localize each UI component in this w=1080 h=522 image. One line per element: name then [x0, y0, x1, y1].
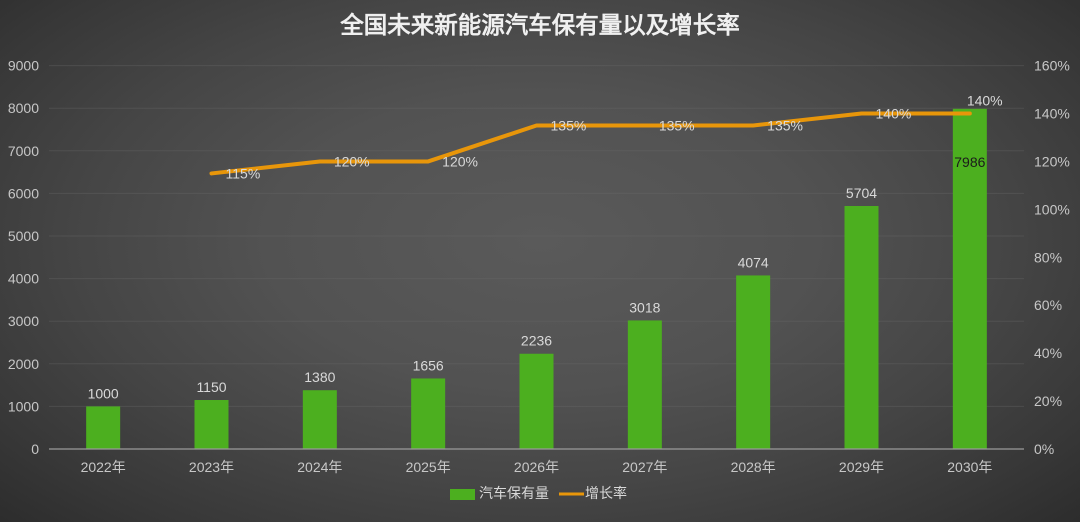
svg-text:60%: 60% [1034, 297, 1062, 313]
svg-text:160%: 160% [1034, 58, 1070, 74]
svg-text:1380: 1380 [304, 369, 335, 385]
svg-text:8000: 8000 [8, 100, 39, 116]
svg-text:115%: 115% [226, 165, 261, 181]
svg-text:2030年: 2030年 [947, 459, 992, 475]
svg-text:120%: 120% [334, 153, 370, 169]
svg-text:6000: 6000 [8, 185, 39, 201]
svg-text:2027年: 2027年 [622, 459, 667, 475]
svg-text:20%: 20% [1034, 393, 1062, 409]
svg-text:2026年: 2026年 [514, 459, 559, 475]
svg-text:1000: 1000 [88, 385, 119, 401]
svg-text:0%: 0% [1034, 441, 1054, 457]
svg-text:2028年: 2028年 [731, 459, 776, 475]
svg-text:汽车保有量: 汽车保有量 [479, 485, 549, 501]
svg-text:2025年: 2025年 [406, 459, 451, 475]
svg-text:2029年: 2029年 [839, 459, 884, 475]
svg-text:7000: 7000 [8, 143, 39, 159]
svg-text:2000: 2000 [8, 356, 39, 372]
svg-text:140%: 140% [1034, 106, 1070, 122]
svg-text:140%: 140% [967, 93, 1003, 109]
svg-text:0: 0 [31, 441, 39, 457]
svg-text:120%: 120% [1034, 153, 1070, 169]
svg-text:1150: 1150 [196, 379, 226, 395]
svg-text:7986: 7986 [954, 154, 985, 170]
svg-text:2023年: 2023年 [189, 459, 234, 475]
svg-text:5000: 5000 [8, 228, 39, 244]
svg-text:135%: 135% [659, 118, 695, 134]
svg-text:增长率: 增长率 [585, 485, 627, 501]
svg-text:135%: 135% [551, 118, 587, 134]
svg-text:140%: 140% [876, 106, 912, 122]
svg-text:100%: 100% [1034, 201, 1070, 217]
svg-text:4074: 4074 [738, 254, 769, 270]
svg-text:120%: 120% [442, 153, 478, 169]
svg-text:3018: 3018 [629, 299, 660, 315]
svg-text:80%: 80% [1034, 249, 1062, 265]
svg-text:9000: 9000 [8, 58, 39, 74]
svg-text:40%: 40% [1034, 345, 1062, 361]
svg-text:2024年: 2024年 [297, 459, 342, 475]
svg-text:2236: 2236 [521, 333, 552, 349]
svg-text:3000: 3000 [8, 313, 39, 329]
svg-text:1000: 1000 [8, 398, 39, 414]
svg-text:135%: 135% [767, 118, 803, 134]
svg-text:5704: 5704 [846, 185, 877, 201]
svg-text:2022年: 2022年 [81, 459, 126, 475]
svg-text:1656: 1656 [413, 357, 444, 373]
svg-text:4000: 4000 [8, 271, 39, 287]
